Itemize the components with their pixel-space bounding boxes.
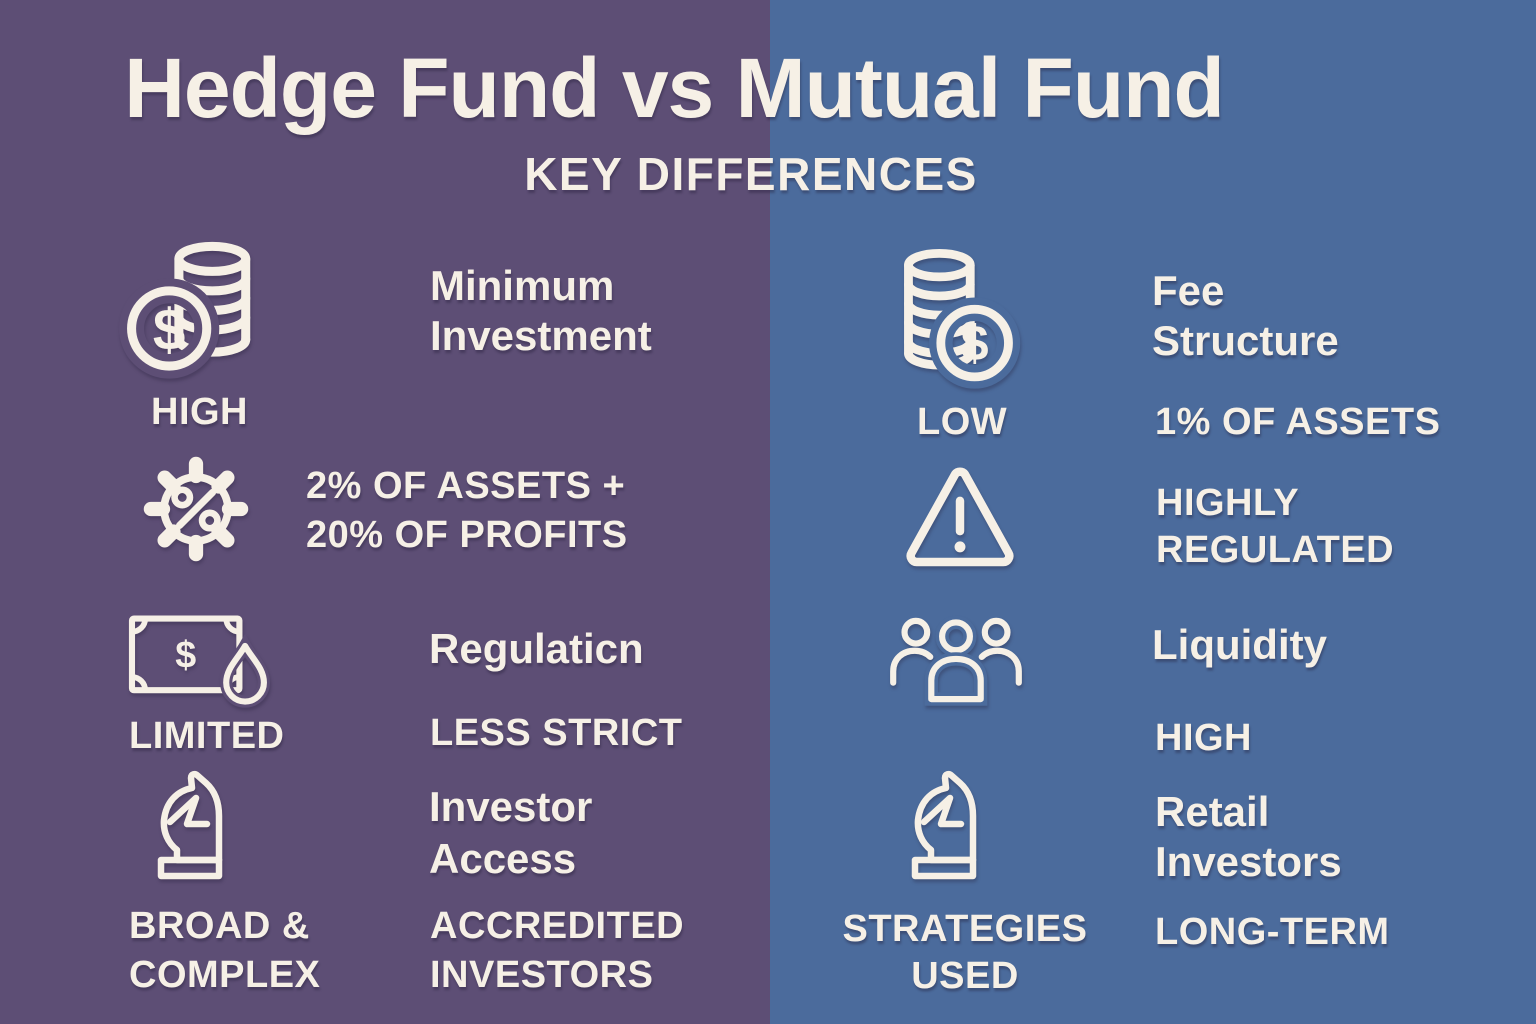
strategies-line: STRATEGIES: [842, 908, 1088, 950]
hedge-investor-access-title: Investor Access: [429, 781, 592, 885]
title-line: Access: [429, 835, 577, 882]
mutual-fund-panel: [770, 0, 1536, 1024]
coin-stack-dollar-icon: $: [119, 241, 251, 379]
fees-line: 20% OF PROFITS: [306, 514, 628, 556]
mutual-retail-investors-title: Retail Investors: [1155, 787, 1342, 887]
title-line: Fee: [1152, 267, 1225, 314]
mutual-fee-level: LOW: [917, 401, 1008, 443]
svg-text:$: $: [175, 634, 196, 676]
hedge-minimum-investment-level: HIGH: [151, 391, 248, 433]
gear-percent-icon: [143, 456, 249, 562]
hedge-regulation-title: Regulaticn: [429, 625, 644, 672]
mutual-regulation-text: HIGHLY REGULATED: [1156, 480, 1394, 574]
chess-knight-icon: [911, 770, 977, 880]
mutual-liquidity-level: HIGH: [1155, 717, 1252, 759]
page-subtitle: KEY DIFFERENCES: [524, 148, 978, 200]
mutual-strategies-label: STRATEGIES USED: [843, 906, 1088, 1000]
scope-line: BROAD &: [129, 905, 310, 947]
access-line: INVESTORS: [430, 954, 654, 996]
people-group-icon: [890, 615, 1022, 706]
hedge-fees-text: 2% OF ASSETS + 20% OF PROFITS: [306, 462, 628, 560]
strategies-line: USED: [911, 955, 1019, 997]
hedge-regulation-level: LIMITED: [129, 715, 285, 757]
mutual-fee-rate: 1% OF ASSETS: [1155, 401, 1441, 443]
title-line: Investment: [430, 312, 652, 359]
title-line: Investors: [1155, 838, 1342, 885]
hedge-fund-panel: [0, 0, 770, 1024]
chess-knight-icon: [157, 770, 223, 880]
title-line: Minimum: [430, 262, 615, 309]
svg-text:$: $: [153, 297, 186, 362]
svg-text:$: $: [961, 316, 989, 372]
scope-line: COMPLEX: [129, 954, 321, 996]
regulation-line: HIGHLY: [1156, 482, 1300, 524]
coin-stack-dollar-icon: $: [904, 248, 1021, 389]
fees-line: 2% OF ASSETS +: [306, 465, 626, 507]
mutual-fee-structure-title: Fee Structure: [1152, 266, 1339, 366]
hedge-regulation-strictness: LESS STRICT: [430, 712, 683, 754]
title-line: Investor: [429, 783, 593, 830]
dollar-bill-drop-icon: $: [128, 615, 271, 708]
mutual-horizon-value: LONG-TERM: [1155, 911, 1390, 953]
warning-triangle-icon: [906, 467, 1014, 567]
hedge-investor-access-value: ACCREDITED INVESTORS: [430, 902, 684, 1000]
regulation-line: REGULATED: [1156, 529, 1395, 571]
title-line: Retail: [1155, 788, 1270, 835]
page-title: Hedge Fund vs Mutual Fund: [124, 41, 1225, 135]
access-line: ACCREDITED: [430, 905, 685, 947]
title-line: Structure: [1152, 317, 1339, 364]
hedge-strategies-scope: BROAD & COMPLEX: [129, 902, 320, 1000]
hedge-minimum-investment-title: Minimum Investment: [430, 261, 652, 361]
mutual-liquidity-title: Liquidity: [1152, 621, 1327, 668]
